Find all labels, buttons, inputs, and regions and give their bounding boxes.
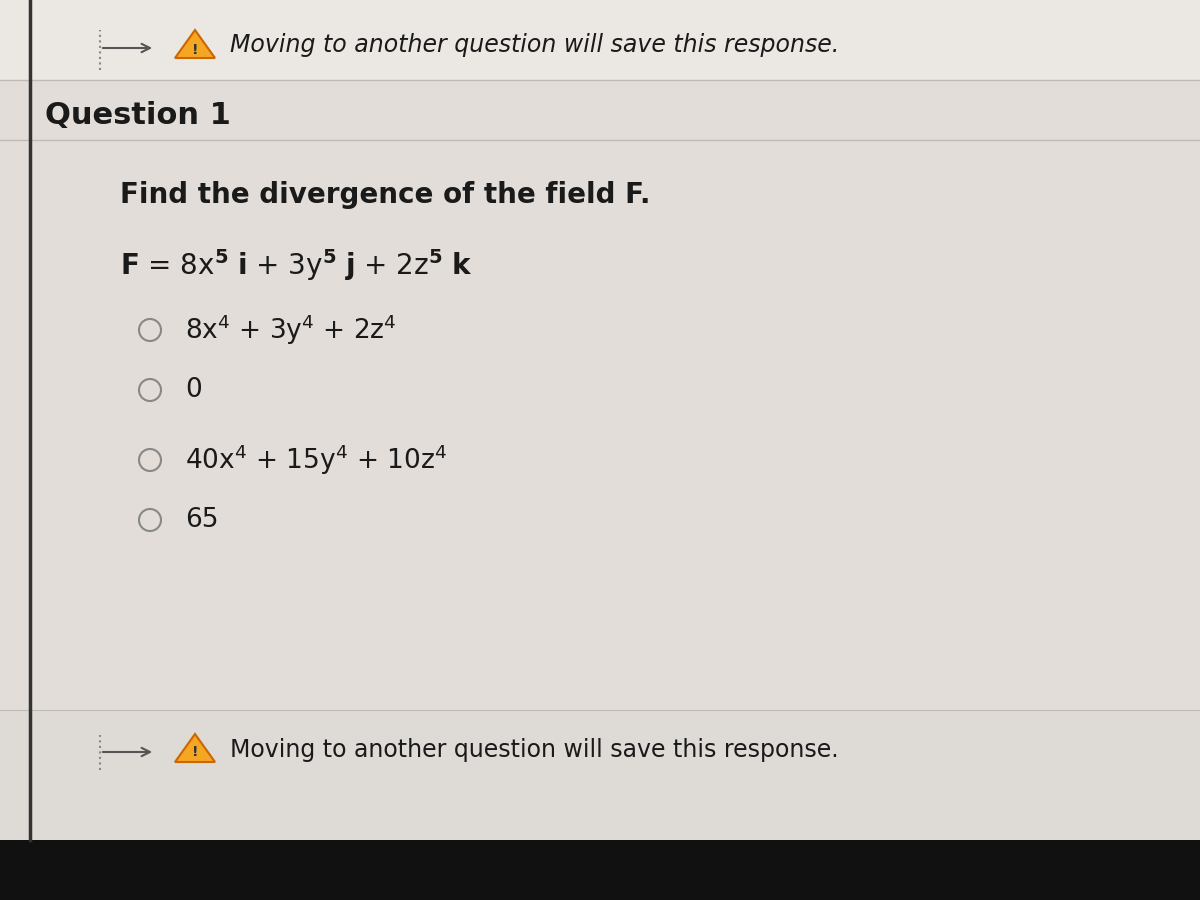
Bar xyxy=(0,80,1200,770)
Bar xyxy=(0,710,1200,840)
Text: 8x$^4$ + 3y$^4$ + 2z$^4$: 8x$^4$ + 3y$^4$ + 2z$^4$ xyxy=(185,313,396,347)
Text: !: ! xyxy=(192,745,198,759)
Text: Moving to another question will save this response.: Moving to another question will save thi… xyxy=(230,33,839,57)
Text: 0: 0 xyxy=(185,377,202,403)
Text: Question 1: Question 1 xyxy=(46,101,230,130)
Text: $\mathbf{F}$ = 8x$\mathbf{^5}$ $\mathbf{i}$ + 3y$\mathbf{^5}$ $\mathbf{j}$ + 2z$: $\mathbf{F}$ = 8x$\mathbf{^5}$ $\mathbf{… xyxy=(120,247,473,283)
Text: 65: 65 xyxy=(185,507,218,533)
Polygon shape xyxy=(175,30,215,58)
Text: !: ! xyxy=(192,43,198,57)
Text: 40x$^4$ + 15y$^4$ + 10z$^4$: 40x$^4$ + 15y$^4$ + 10z$^4$ xyxy=(185,443,446,477)
Text: Find the divergence of the field F.: Find the divergence of the field F. xyxy=(120,181,650,209)
Polygon shape xyxy=(175,734,215,762)
Text: Moving to another question will save this response.: Moving to another question will save thi… xyxy=(230,738,839,762)
Bar xyxy=(0,0,1200,80)
Bar xyxy=(0,840,1200,900)
